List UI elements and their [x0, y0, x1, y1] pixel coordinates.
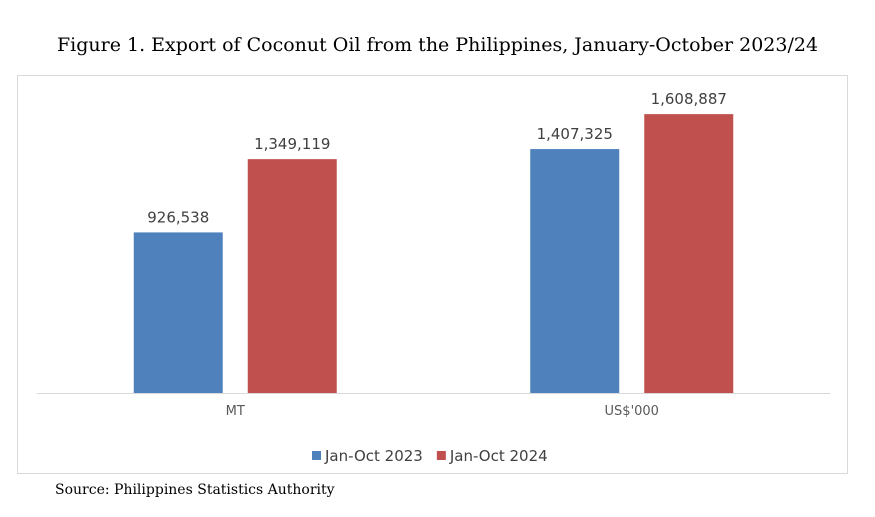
data-label: 926,538: [147, 208, 209, 226]
bar-jan-oct-2024-1: [644, 114, 734, 393]
x-tick-label: MT: [226, 404, 245, 419]
chart-frame: [17, 75, 848, 474]
x-tick-label: US$'000: [605, 404, 659, 419]
data-label: 1,407,325: [537, 125, 613, 143]
source-note: Source: Philippines Statistics Authority: [55, 482, 335, 498]
legend-label: Jan-Oct 2023: [324, 447, 423, 465]
bar-jan-oct-2023-0: [133, 232, 223, 393]
bar-jan-oct-2023-1: [530, 149, 620, 393]
chart-title: Figure 1. Export of Coconut Oil from the…: [56, 34, 819, 56]
data-label: 1,608,887: [651, 90, 727, 108]
bar-jan-oct-2024-0: [247, 159, 337, 393]
legend-swatch: [436, 451, 446, 460]
legend-label: Jan-Oct 2024: [449, 447, 548, 465]
data-label: 1,349,119: [254, 135, 330, 153]
legend-swatch: [312, 451, 321, 460]
